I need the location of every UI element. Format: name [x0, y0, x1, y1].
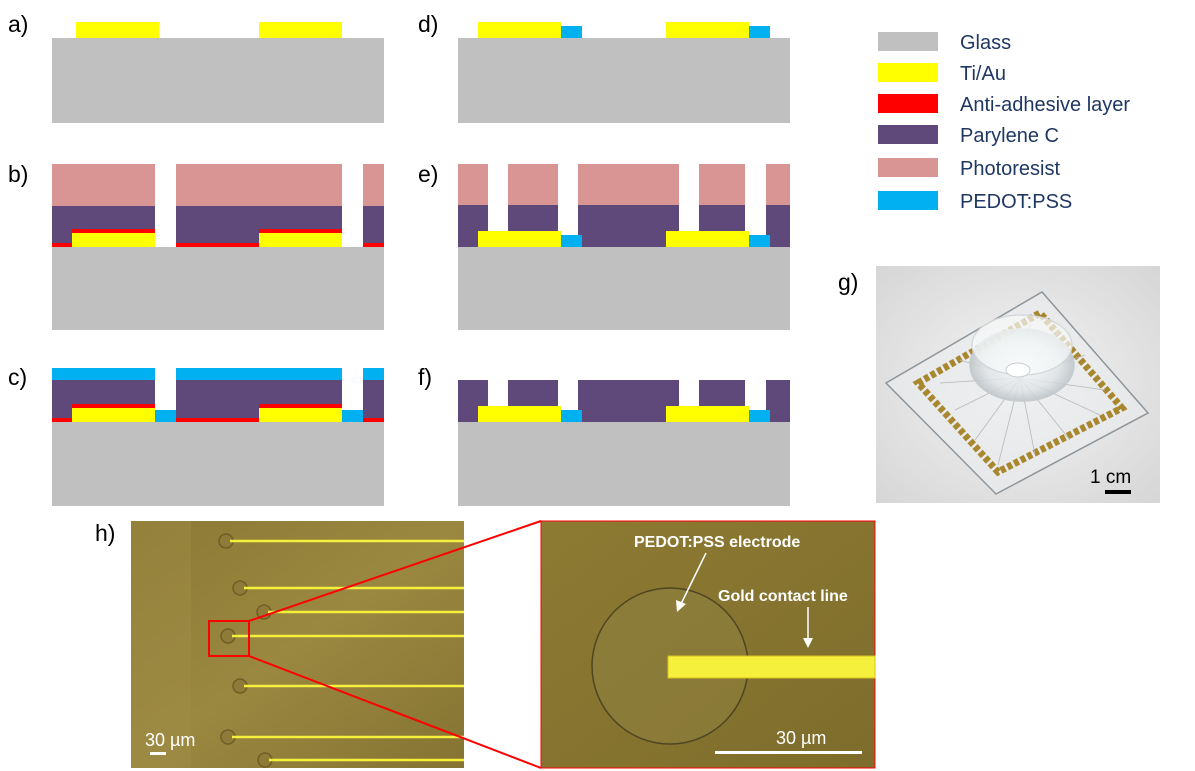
panel-b-diagram: b) [8, 161, 384, 330]
legend-swatch-parylene [878, 125, 938, 144]
panel-d-diagram: d) [418, 11, 790, 123]
parylene-layer [363, 206, 384, 243]
gold-pad [72, 233, 155, 247]
overview-scale-label: 30 µm [145, 730, 195, 750]
panel-label-d: d) [418, 11, 438, 37]
pedot-layer [176, 368, 342, 380]
gold-pad [478, 22, 561, 38]
glass-substrate [458, 422, 790, 506]
panel-label-g: g) [838, 269, 858, 295]
legend-label-parylene: Parylene C [960, 125, 1059, 147]
legend-swatch-glass [878, 32, 938, 51]
legend-swatch-tiau [878, 63, 938, 82]
photoresist-layer [578, 164, 679, 205]
zoom-scale-bar [715, 751, 862, 754]
legend-label-pedot: PEDOT:PSS [960, 191, 1072, 213]
parylene-layer [578, 380, 679, 422]
photoresist-layer [508, 164, 558, 205]
panel-h-micrographs: h) 30 µm PE [95, 520, 876, 769]
gold-pad [76, 22, 159, 38]
pedot-electrode [561, 410, 582, 422]
legend-label-anti-adhesive: Anti-adhesive layer [960, 94, 1130, 116]
photoresist-layer [363, 164, 384, 206]
legend-label-glass: Glass [960, 32, 1011, 54]
glass-substrate [52, 422, 384, 506]
pedot-electrode [749, 26, 770, 38]
parylene-layer [363, 380, 384, 418]
panel-label-f: f) [418, 364, 432, 390]
micrograph-overview-edge [131, 521, 191, 768]
legend: Glass Ti/Au Anti-adhesive layer Parylene… [878, 32, 1130, 213]
pedot-electrode [561, 235, 582, 247]
legend-swatch-anti-adhesive [878, 94, 938, 113]
photoresist-layer [52, 164, 155, 206]
panel-label-h: h) [95, 520, 115, 546]
photoresist-layer [458, 164, 488, 205]
panel-label-b: b) [8, 161, 28, 187]
micrograph-overview [131, 521, 464, 768]
legend-swatch-pedot [878, 191, 938, 210]
panel-e-diagram: e) [418, 161, 790, 330]
pedot-layer [52, 368, 155, 380]
photoresist-layer [766, 164, 790, 205]
gold-pad [478, 231, 561, 247]
pedot-electrode [561, 26, 582, 38]
anti-adhesive-layer [363, 418, 384, 422]
contact-line-label: Gold contact line [718, 588, 848, 605]
legend-label-tiau: Ti/Au [960, 63, 1006, 85]
electrode-label: PEDOT:PSS electrode [634, 534, 800, 551]
panel-label-c: c) [8, 364, 27, 390]
gold-pad [259, 22, 342, 38]
electrode-arrow-head [676, 600, 686, 612]
pedot-layer [363, 368, 384, 380]
gold-contact-line [667, 655, 876, 679]
gold-pad [478, 406, 561, 422]
photo-scale-bar [1105, 490, 1131, 494]
glass-substrate [52, 247, 384, 330]
gold-pad [666, 231, 749, 247]
gold-pad [666, 406, 749, 422]
gold-pad [666, 22, 749, 38]
glass-substrate [458, 38, 790, 123]
contact-line-arrow-head [803, 638, 813, 648]
zoom-connector [248, 655, 542, 769]
pedot-fill [342, 410, 363, 422]
zoom-scale-label: 30 µm [776, 728, 826, 748]
anti-adhesive-layer [72, 229, 155, 233]
pedot-fill [155, 410, 176, 422]
panel-label-a: a) [8, 11, 28, 37]
panel-g-photo: g) 1 cm [838, 266, 1160, 503]
gold-pad [72, 408, 155, 422]
panel-label-e: e) [418, 161, 438, 187]
parylene-layer [578, 205, 679, 247]
legend-label-photoresist: Photoresist [960, 158, 1060, 180]
photo-scale-label: 1 cm [1090, 467, 1131, 488]
anti-adhesive-layer [363, 243, 384, 247]
zoom-connector [248, 520, 542, 622]
culture-well-center [1005, 362, 1031, 378]
panel-a-diagram: a) [8, 11, 384, 123]
pedot-electrode [749, 235, 770, 247]
anti-adhesive-layer [259, 229, 342, 233]
anti-adhesive-layer [259, 404, 342, 408]
panel-f-diagram: f) [418, 364, 790, 506]
legend-swatch-photoresist [878, 158, 938, 177]
gold-traces [230, 539, 464, 762]
gold-pad [259, 408, 342, 422]
pedot-electrode [749, 410, 770, 422]
electrode-sites [218, 533, 273, 768]
photoresist-layer [176, 164, 342, 206]
photoresist-layer [699, 164, 745, 205]
glass-substrate [458, 247, 790, 330]
overview-scale-bar [150, 752, 166, 755]
gold-pad [259, 233, 342, 247]
zoom-box [208, 620, 250, 657]
panel-c-diagram: c) [8, 364, 384, 506]
anti-adhesive-layer [72, 404, 155, 408]
electrode-arrow [679, 552, 707, 607]
glass-substrate [52, 38, 384, 123]
